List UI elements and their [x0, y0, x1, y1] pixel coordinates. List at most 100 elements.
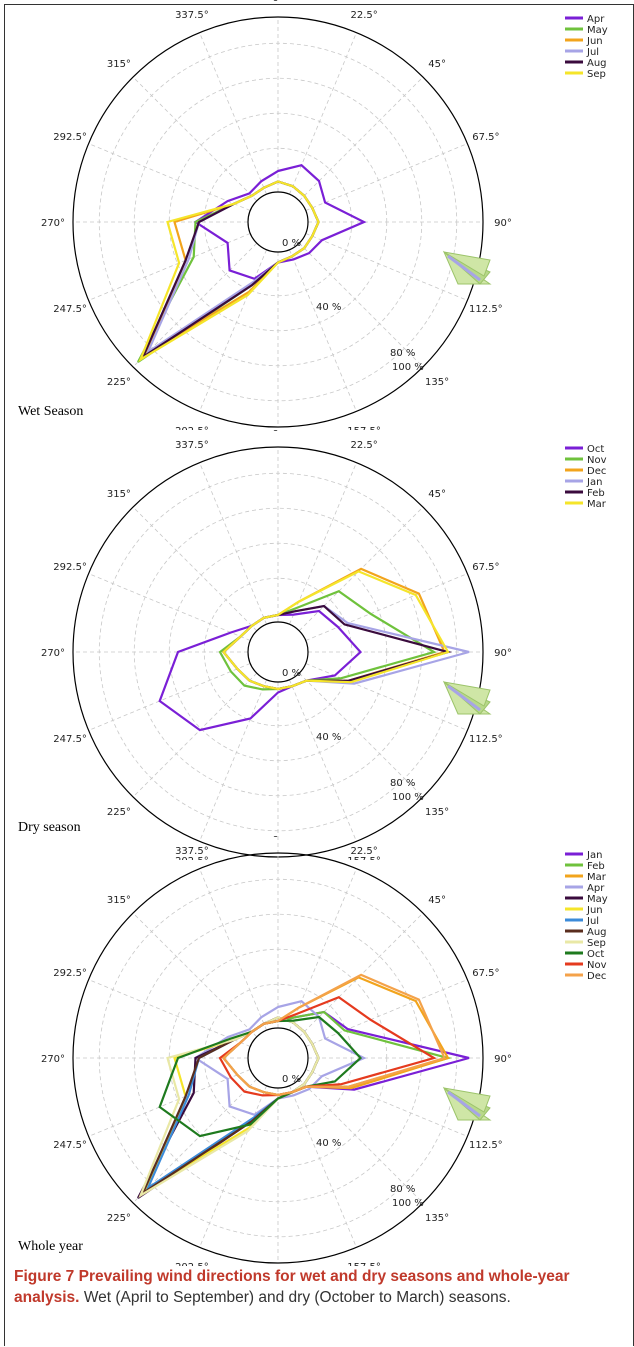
radial-tick-label: 0 % — [282, 668, 301, 679]
grid-spoke — [199, 868, 267, 1031]
grid-spoke — [305, 573, 468, 641]
outer-ring — [72, 16, 484, 428]
grid-spoke — [88, 573, 251, 641]
fan-glyph — [442, 680, 492, 715]
legend-label-nov: Nov — [587, 960, 607, 971]
legend-label-jan: Jan — [586, 477, 602, 488]
whole-year-label: Whole year — [18, 1239, 83, 1254]
grid-spoke — [305, 1069, 468, 1137]
grid-spoke — [199, 249, 267, 412]
fan-stroke — [447, 254, 481, 282]
direction-label: 315° — [107, 489, 131, 500]
legend-label-jul: Jul — [586, 916, 599, 927]
wet-season-label: Wet Season — [18, 404, 84, 419]
outer-ring — [72, 852, 484, 1264]
legend-label-feb: Feb — [587, 488, 605, 499]
wind-rose-grid — [72, 446, 484, 858]
direction-label: 225° — [107, 807, 131, 818]
fan-glyph — [442, 1086, 492, 1121]
wind-rose-grid — [72, 16, 484, 428]
grid-spoke — [298, 1078, 424, 1204]
fan-shape — [443, 681, 491, 707]
radial-tick-label: 80 % — [390, 348, 415, 359]
direction-label: 225° — [107, 377, 131, 388]
legend-label-dec: Dec — [587, 971, 606, 982]
legend-label-apr: Apr — [587, 14, 605, 25]
grid-spoke — [305, 979, 468, 1047]
direction-label: 45° — [428, 489, 446, 500]
legend-label-dec: Dec — [587, 466, 606, 477]
grid-spoke — [88, 143, 251, 211]
fan-glyph — [442, 250, 492, 285]
grid-spoke — [289, 679, 357, 842]
grid-spoke — [289, 1085, 357, 1248]
direction-label: 292.5° — [53, 562, 87, 573]
legend-label-aug: Aug — [587, 927, 607, 938]
radial-tick-label: 40 % — [316, 302, 341, 313]
series-line-oct — [158, 1015, 363, 1138]
legend-label-may: May — [587, 25, 608, 36]
radial-tick-label: 100 % — [392, 362, 424, 373]
direction-label: 22.5° — [350, 846, 377, 857]
direction-label: 67.5° — [472, 562, 499, 573]
radial-tick-label: 40 % — [316, 732, 341, 743]
direction-label: 135° — [425, 1213, 449, 1224]
direction-label: 45° — [428, 59, 446, 70]
inner-ring — [247, 1027, 309, 1089]
direction-label: 247.5° — [53, 1140, 87, 1151]
dry-season-label: Dry season — [18, 820, 81, 835]
direction-label: 90° — [494, 218, 512, 229]
legend-label-may: May — [587, 894, 608, 905]
radial-tick-label: 40 % — [316, 1138, 341, 1149]
grid-spoke — [305, 233, 468, 301]
grid-spoke — [289, 868, 357, 1031]
legend-label-jun: Jun — [586, 36, 603, 47]
legend-label-sep: Sep — [587, 938, 606, 949]
direction-label: 270° — [41, 218, 65, 229]
caption-text: Wet (April to September) and dry (Octobe… — [83, 1289, 511, 1306]
legend-label-nov: Nov — [587, 455, 607, 466]
inner-ring — [247, 621, 309, 683]
legend-label-jan: Jan — [586, 850, 602, 861]
caption-label: Figure 7 — [14, 1268, 75, 1285]
legend-label-aug: Aug — [587, 58, 607, 69]
direction-label: 337.5° — [175, 846, 209, 857]
fan-stroke — [447, 684, 481, 712]
direction-label: 67.5° — [472, 132, 499, 143]
legend-label-jun: Jun — [586, 905, 603, 916]
legend-label-mar: Mar — [587, 872, 607, 883]
radial-tick-label: 0 % — [282, 238, 301, 249]
legend-label-feb: Feb — [587, 861, 605, 872]
dry-season-panel: 0°22.5°45°67.5°90°112.5°135°157.5°180°20… — [0, 423, 634, 884]
direction-label: 112.5° — [469, 1140, 503, 1151]
grid-spoke — [298, 242, 424, 368]
grid-spoke — [199, 679, 267, 842]
wet-season-panel: 0°22.5°45°67.5°90°112.5°135°157.5°180°20… — [0, 0, 634, 454]
legend-label-apr: Apr — [587, 883, 605, 894]
grid-spoke — [199, 1085, 267, 1248]
grid-spoke — [88, 1069, 251, 1137]
dry-season-wind-rose: 0°22.5°45°67.5°90°112.5°135°157.5°180°20… — [41, 423, 607, 884]
grid-spoke — [132, 912, 258, 1038]
grid-spoke — [132, 76, 258, 202]
legend-label-mar: Mar — [587, 499, 607, 510]
direction-label: 337.5° — [175, 10, 209, 21]
direction-label: 292.5° — [53, 968, 87, 979]
legend-label-oct: Oct — [587, 444, 604, 455]
legend-label-sep: Sep — [587, 69, 606, 80]
grid-spoke — [88, 233, 251, 301]
grid-spoke — [88, 979, 251, 1047]
legend-label-oct: Oct — [587, 949, 604, 960]
direction-label: 0° — [272, 836, 283, 840]
direction-label: 0° — [272, 430, 283, 434]
whole-year-panel: 0°22.5°45°67.5°90°112.5°135°157.5°180°20… — [0, 829, 634, 1290]
fan-stroke — [447, 1090, 481, 1118]
direction-label: 135° — [425, 807, 449, 818]
grid-spoke — [298, 672, 424, 798]
radial-tick-label: 100 % — [392, 1198, 424, 1209]
direction-label: 270° — [41, 1054, 65, 1065]
direction-label: 337.5° — [175, 440, 209, 451]
series-line-oct — [158, 609, 363, 732]
direction-label: 22.5° — [350, 10, 377, 21]
grid-spoke — [199, 462, 267, 625]
